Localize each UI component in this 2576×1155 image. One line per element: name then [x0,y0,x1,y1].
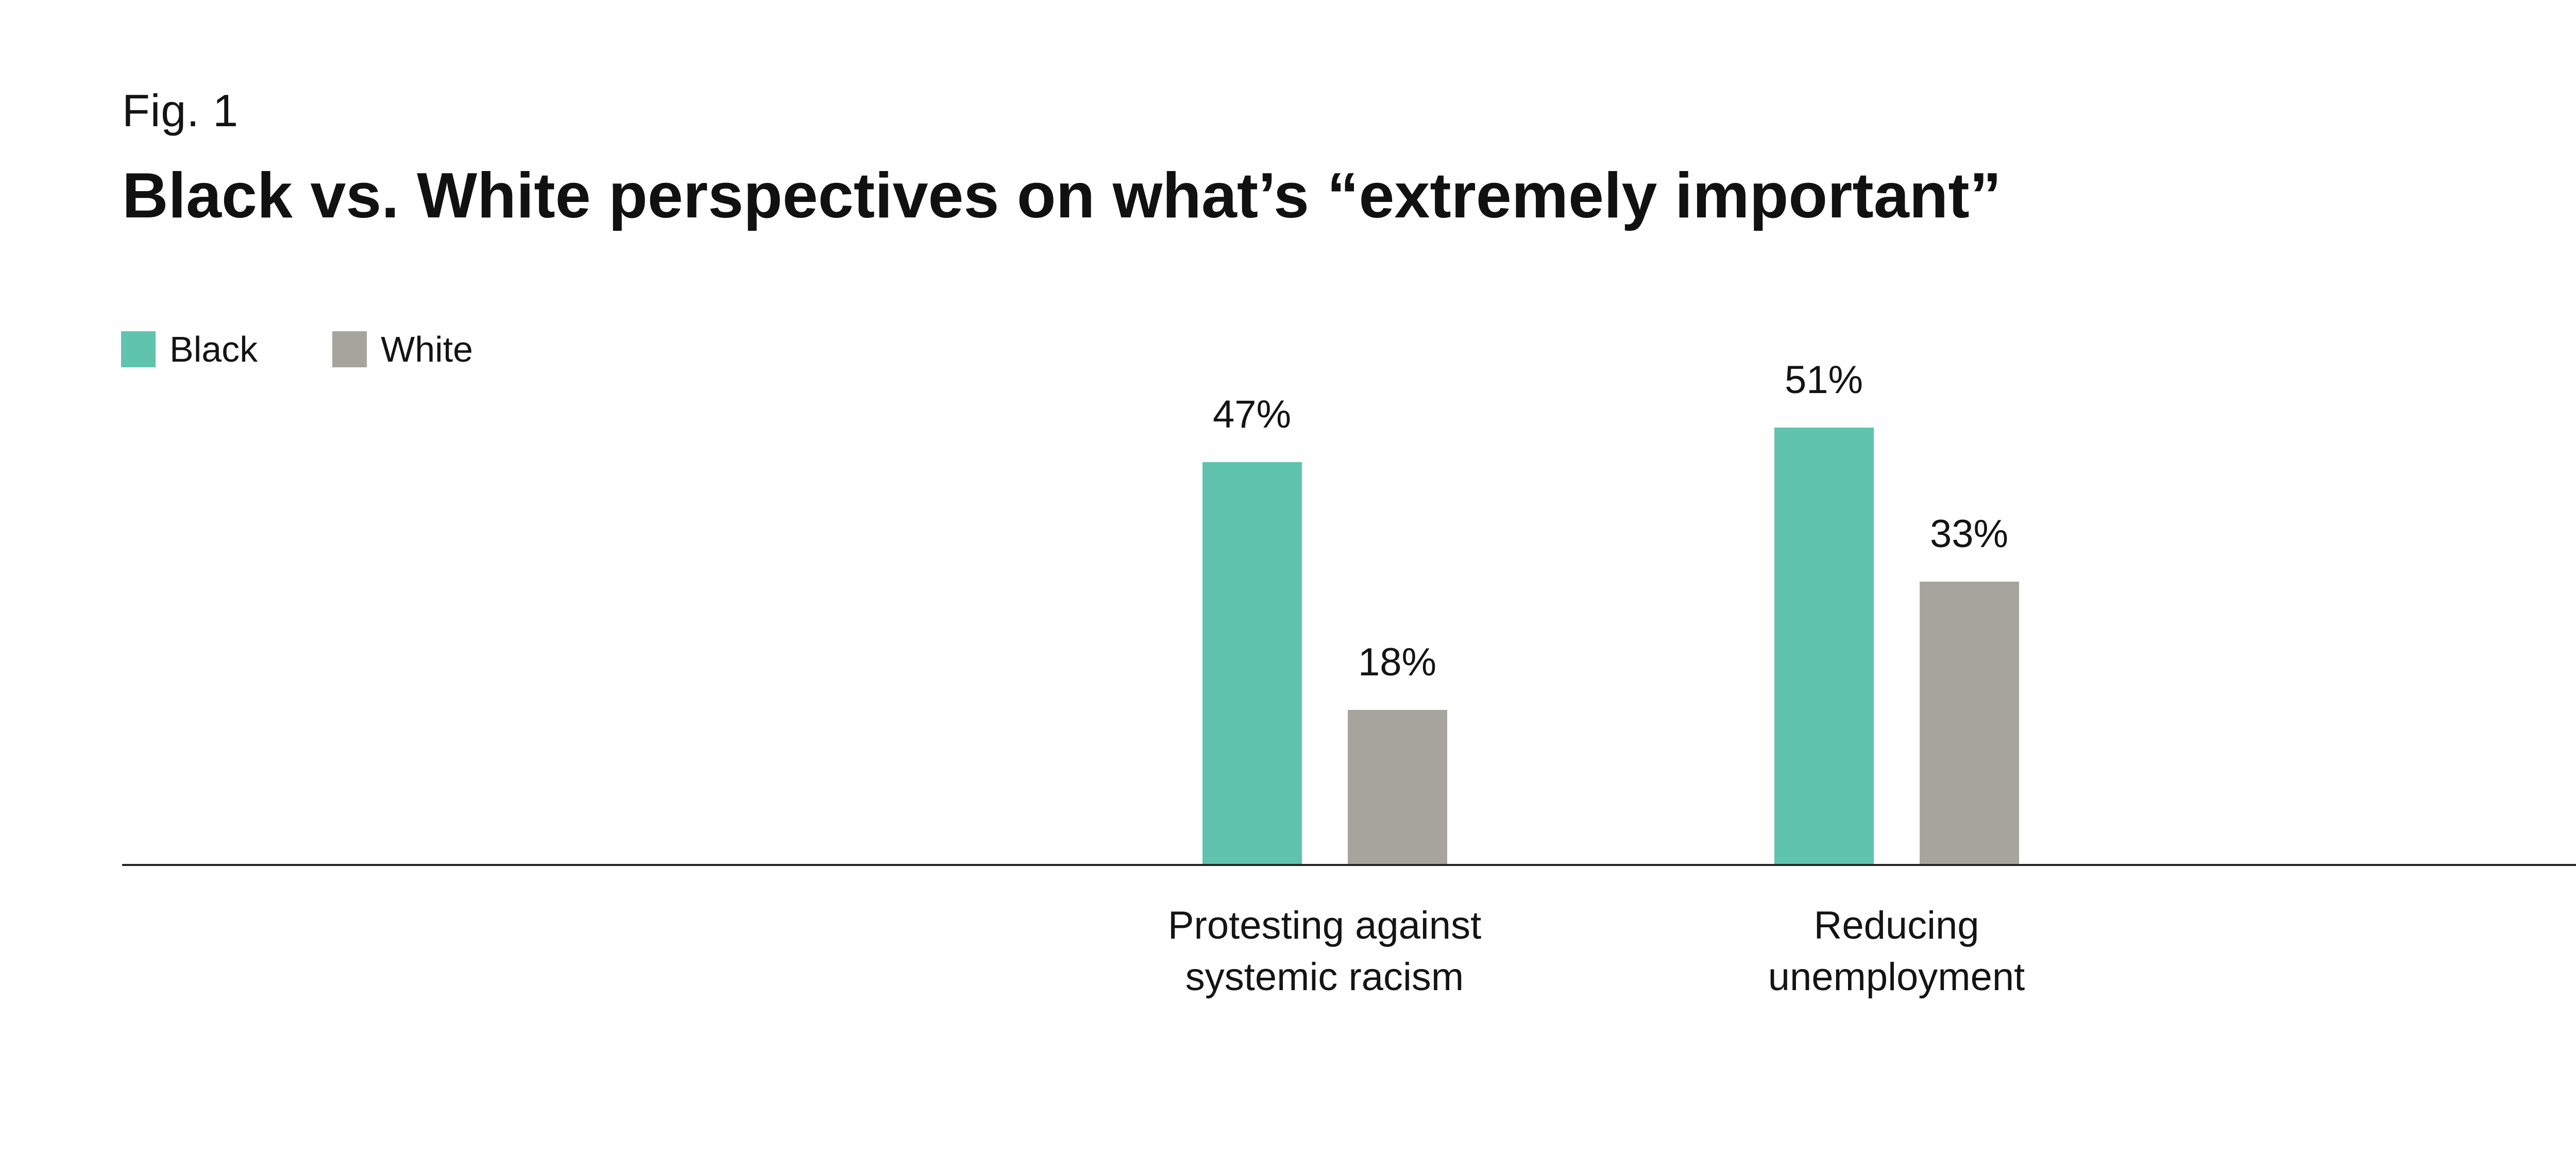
value-label-black-category-1: 47% [1212,393,1292,436]
legend-label: Black [170,329,258,369]
category-label-1: Protesting against systemic racism [1015,900,1634,1004]
value-label-white-category-2: 33% [1929,512,2009,556]
x-axis-line [122,864,2576,866]
figure-number: Fig. 1 [122,85,239,136]
legend: Black White [121,331,473,367]
category-label-line: unemployment [1768,955,2025,999]
bar-white-category-2 [1920,582,2019,864]
bar-white-category-1 [1348,710,1447,864]
category-label-line: Protesting against [1167,904,1482,947]
category-label-line: systemic racism [1185,955,1464,999]
legend-item-black: Black [121,331,258,367]
chart-title: Black vs. White perspectives on what’s “… [122,160,2002,231]
legend-swatch-black [121,331,156,367]
legend-swatch-white [332,331,367,367]
value-label-black-category-2: 51% [1784,358,1863,402]
category-label-2: Reducing unemployment [1587,900,2206,1004]
category-label-line: Reducing [1814,904,1979,947]
legend-label: White [381,329,473,369]
value-label-white-category-1: 18% [1358,640,1437,684]
legend-item-white: White [332,331,473,367]
bar-black-category-1 [1202,462,1302,864]
bar-black-category-2 [1774,428,1874,864]
